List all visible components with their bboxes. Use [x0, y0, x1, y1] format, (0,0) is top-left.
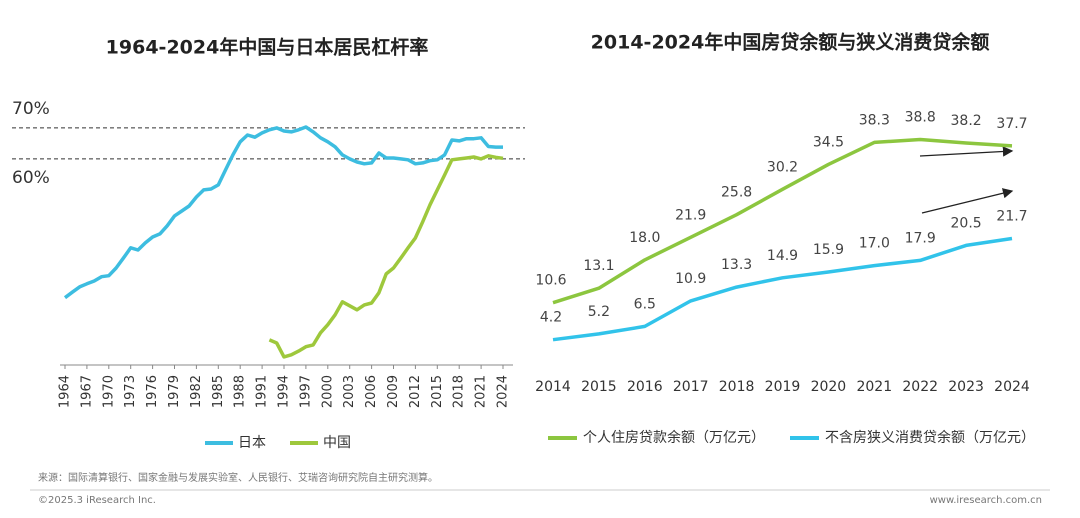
x-tick-label: 2020: [811, 379, 847, 395]
data-label: 10.9: [675, 271, 706, 287]
x-tick-label: 1973: [123, 375, 138, 408]
x-tick-label: 1979: [167, 375, 182, 408]
chart-title: 2014-2024年中国房贷余额与狭义消费贷余额: [591, 31, 990, 54]
data-label: 13.3: [721, 257, 752, 273]
data-label: 18.0: [629, 230, 660, 246]
x-tick-label: 1967: [79, 375, 94, 408]
x-tick-label: 2018: [719, 379, 755, 395]
x-tick-label: 2003: [342, 375, 357, 408]
arrow: [919, 146, 1014, 157]
x-tick-label: 2015: [581, 379, 617, 395]
data-label: 15.9: [813, 242, 844, 258]
data-label: 20.5: [951, 215, 982, 231]
series-line: [552, 137, 1013, 305]
x-tick-label: 2021: [856, 379, 892, 395]
x-tick-label: 2006: [364, 375, 379, 408]
data-label: 6.5: [634, 296, 656, 312]
data-label: 10.6: [535, 273, 566, 289]
x-tick-label: 2017: [673, 379, 709, 395]
data-label: 13.1: [583, 258, 614, 274]
data-label: 30.2: [767, 159, 798, 175]
data-label: 5.2: [588, 304, 610, 320]
x-tick-label: 2015: [430, 375, 445, 408]
legend-label: 日本: [238, 435, 266, 451]
x-tick-label: 1970: [101, 375, 116, 408]
data-label: 37.7: [996, 116, 1027, 132]
x-tick-label: 2024: [496, 375, 511, 408]
legend-label: 不含房狭义消费贷余额（万亿元）: [825, 429, 1035, 446]
x-tick-label: 1964: [58, 375, 73, 408]
website: www.iresearch.com.cn: [930, 495, 1042, 506]
data-label: 34.5: [813, 134, 844, 150]
x-tick-label: 2022: [902, 379, 938, 395]
copyright: ©2025.3 iResearch Inc.: [38, 495, 156, 506]
x-tick-label: 2023: [948, 379, 984, 395]
data-label: 38.3: [859, 112, 890, 128]
x-tick-label: 2014: [535, 379, 571, 395]
data-label: 17.9: [905, 230, 936, 246]
data-label: 17.0: [859, 236, 890, 252]
x-tick-label: 2021: [474, 375, 489, 408]
x-tick-label: 1976: [145, 375, 160, 408]
y-tick-label: 70%: [12, 99, 50, 119]
x-tick-label: 2016: [627, 379, 663, 395]
data-label: 38.8: [905, 110, 936, 126]
x-tick-label: 2024: [994, 379, 1030, 395]
x-tick-label: 1994: [277, 375, 292, 408]
x-tick-label: 1982: [189, 375, 204, 408]
data-label: 4.2: [540, 310, 562, 326]
x-tick-label: 2000: [320, 375, 335, 408]
x-tick-label: 1997: [298, 375, 313, 408]
data-label: 21.9: [675, 207, 706, 223]
data-label: 14.9: [767, 248, 798, 264]
x-tick-label: 1988: [233, 375, 248, 408]
series-line: [268, 154, 504, 359]
x-tick-label: 2012: [408, 375, 423, 408]
x-tick-label: 1991: [255, 375, 270, 408]
legend-label: 中国: [323, 435, 351, 451]
source: 来源：国际清算银行、国家金融与发展实验室、人民银行、艾瑞咨询研究院自主研究测算。: [38, 471, 438, 484]
legend-label: 个人住房贷款余额（万亿元）: [583, 429, 765, 446]
series-line: [63, 125, 503, 300]
chart-title: 1964-2024年中国与日本居民杠杆率: [106, 36, 429, 59]
series-line: [552, 236, 1013, 342]
x-tick-label: 2019: [765, 379, 801, 395]
data-label: 25.8: [721, 185, 752, 201]
arrow: [921, 188, 1014, 214]
data-label: 38.2: [951, 113, 982, 129]
x-tick-label: 1985: [211, 375, 226, 408]
x-tick-label: 2018: [452, 375, 467, 408]
x-tick-label: 2009: [386, 375, 401, 408]
data-label: 21.7: [996, 208, 1027, 224]
y-tick-label: 60%: [12, 168, 50, 188]
